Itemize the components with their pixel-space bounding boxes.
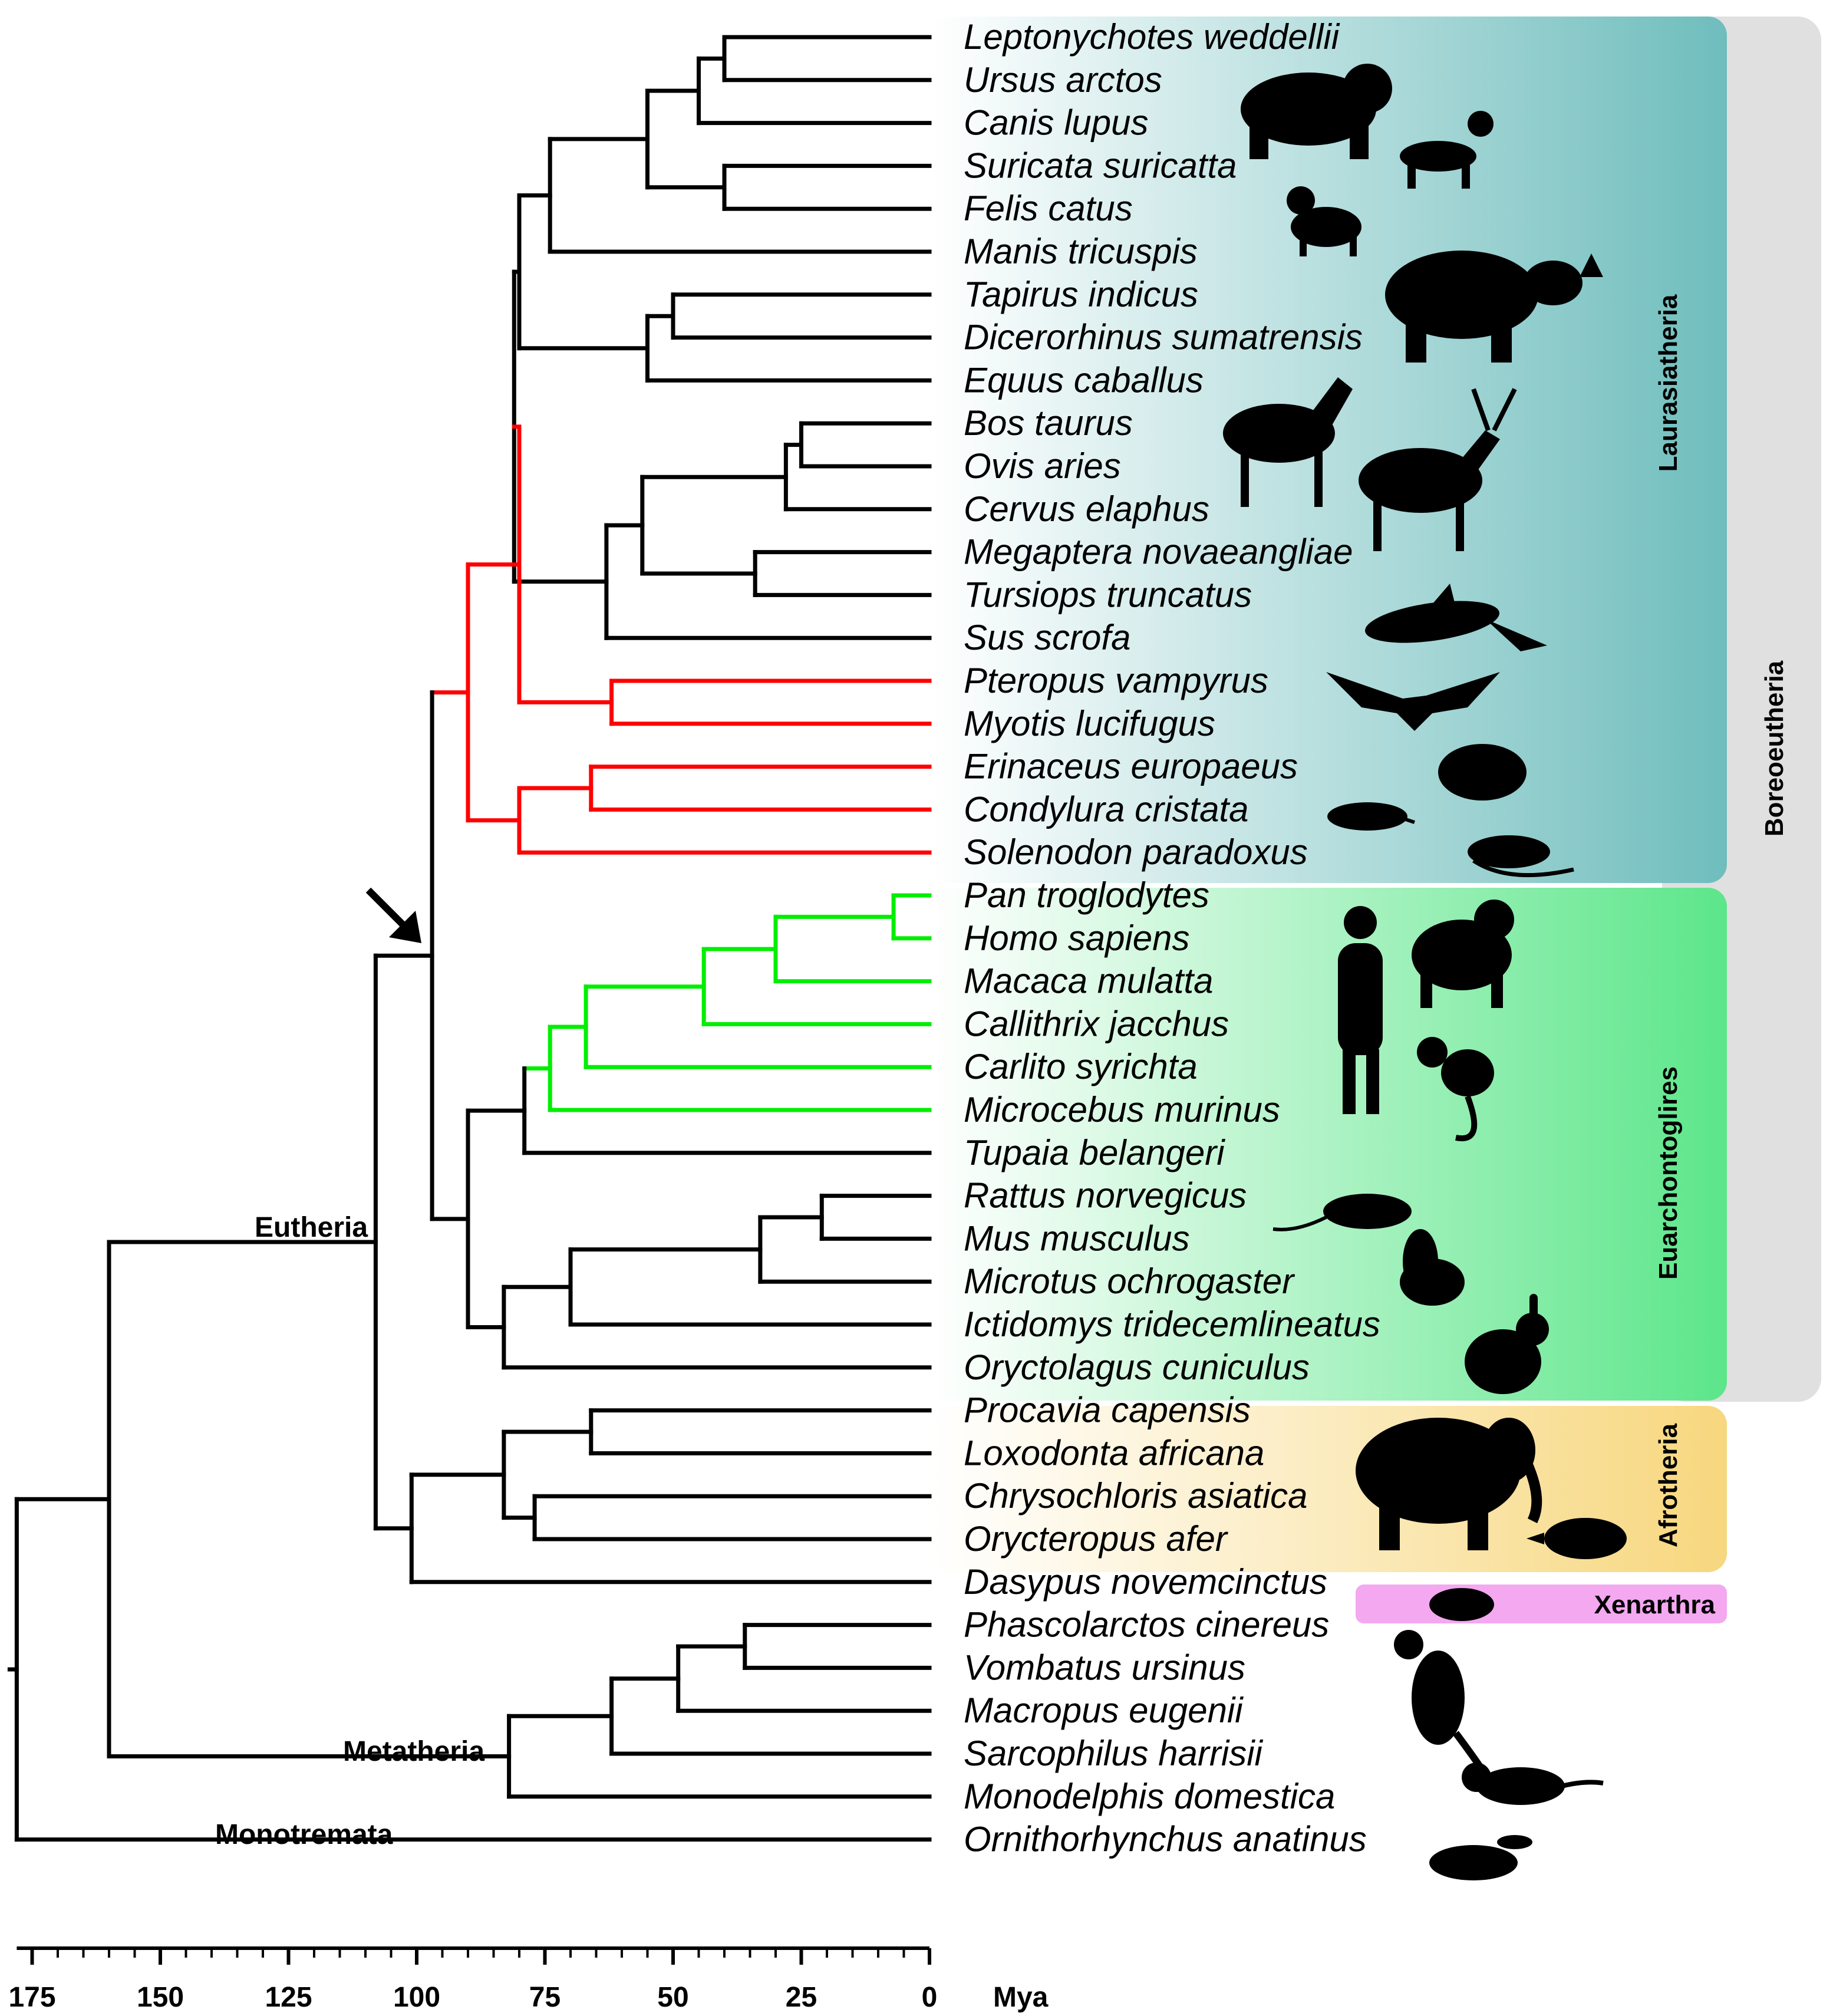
bear-icon [1241,64,1392,159]
bat-icon [1326,672,1500,731]
mole-icon [1327,802,1415,831]
taxon-label: Solenodon paradoxus [964,832,1308,872]
taxon-label: Tapirus indicus [964,275,1198,314]
axis-tick-label: 50 [657,1982,688,2013]
taxon-label: Dasypus novemcinctus [964,1562,1327,1602]
taxon-label: Sus scrofa [964,618,1130,657]
axis-tick-label: 175 [8,1982,55,2013]
xenarthra-label: Xenarthra [1594,1590,1716,1619]
armadillo-icon [1429,1588,1494,1621]
deer-icon [1359,388,1517,551]
taxon-label: Canis lupus [964,103,1149,143]
eutheria-label: Eutheria [255,1212,368,1243]
time-axis: 175 150 125 100 75 50 25 0 [8,1946,938,2013]
taxon-label: Ovis aries [964,446,1121,486]
taxon-label: Condylura cristata [964,789,1249,829]
human-icon [1338,906,1383,1114]
horse-icon [1223,377,1353,507]
taxon-label: Ornithorhynchus anatinus [964,1820,1367,1859]
taxon-label: Microcebus murinus [964,1090,1280,1129]
dolphin-icon [1365,584,1547,651]
taxon-label: Megaptera novaeangliae [964,532,1353,572]
laurasiatheria-panel [931,17,1727,883]
taxon-label: Chrysochloris asiatica [964,1476,1308,1516]
taxon-label: Procavia capensis [964,1391,1251,1430]
taxon-label: Loxodonta africana [964,1433,1264,1473]
taxon-label: Orycteropus afer [964,1519,1228,1559]
taxon-label: Felis catus [964,189,1133,228]
rabbit-icon [1465,1294,1549,1394]
afrotheria-label: Afrotheria [1654,1423,1683,1547]
taxon-label: Bos taurus [964,403,1133,443]
taxon-label: Mus musculus [964,1218,1189,1258]
taxon-label: Cervus elaphus [964,489,1209,529]
tree-branches [7,35,932,1842]
laurasiatheria-label: Laurasiatheria [1654,294,1683,472]
taxon-label: Macropus eugenii [964,1691,1244,1730]
taxon-label: Rattus norvegicus [964,1176,1247,1215]
taxon-label: Pan troglodytes [964,875,1209,915]
rhino-icon [1385,251,1603,363]
taxon-label: Ursus arctos [964,60,1162,100]
taxon-label: Monodelphis domestica [964,1777,1335,1816]
axis-tick-label: 100 [393,1982,440,2013]
taxon-label: Sarcophilus harrisii [964,1734,1264,1773]
taxon-label: Oryctolagus cuniculus [964,1348,1310,1387]
dog-icon [1400,111,1494,189]
taxon-label: Manis tricuspis [964,232,1198,271]
taxon-label: Macaca mulatta [964,961,1214,1001]
boreoeutheria-label: Boreoeutheria [1760,660,1789,836]
monotremata-label: Monotremata [215,1819,393,1850]
taxon-label: Equus caballus [964,360,1204,400]
taxon-label: Myotis lucifugus [964,704,1215,743]
elephant-icon [1356,1418,1542,1550]
axis-tick-label: 0 [922,1982,938,2013]
solenodon-icon [1468,835,1574,878]
taxon-label: Microtus ochrogaster [964,1261,1295,1301]
hedgehog-icon [1438,744,1527,801]
axis-tick-label: 150 [137,1982,184,2013]
euarchontoglires-label: Euarchontoglires [1654,1066,1683,1280]
axis-tick-label: 125 [265,1982,312,2013]
axis-tick-label: 25 [786,1982,817,2013]
taxon-label: Ictidomys tridecemlineatus [964,1305,1380,1344]
chimpanzee-icon [1412,900,1514,1008]
metatheria-label: Metatheria [343,1736,484,1767]
taxon-label: Vombatus ursinus [964,1648,1245,1687]
tarsier-icon [1417,1037,1494,1142]
taxon-label: Suricata suricatta [964,146,1237,185]
taxon-label: Callithrix jacchus [964,1004,1229,1043]
kangaroo-icon [1394,1630,1488,1777]
taxon-label: Phascolarctos cinereus [964,1605,1329,1645]
taxon-label: Tupaia belangeri [964,1133,1225,1172]
taxon-label: Pteropus vampyrus [964,661,1268,700]
taxon-label: Leptonychotes weddellii [964,17,1340,57]
aardvark-icon [1527,1518,1627,1559]
squirrel-icon [1400,1229,1465,1306]
tasmanian-devil-icon [1462,1763,1604,1805]
taxon-label: Homo sapiens [964,918,1190,958]
taxon-label: Erinaceus europaeus [964,747,1298,786]
taxon-label: Dicerorhinus sumatrensis [964,318,1363,357]
axis-tick-label: 75 [529,1982,561,2013]
rat-icon [1272,1194,1412,1231]
taxon-label: Carlito syrichta [964,1047,1198,1086]
arrow-icon [365,887,421,943]
axis-unit-label: Mya [993,1982,1049,2013]
euarchontoglires-panel [931,888,1727,1401]
platypus-icon [1429,1835,1532,1880]
taxon-label: Tursiops truncatus [964,575,1252,614]
cat-icon [1287,186,1361,256]
